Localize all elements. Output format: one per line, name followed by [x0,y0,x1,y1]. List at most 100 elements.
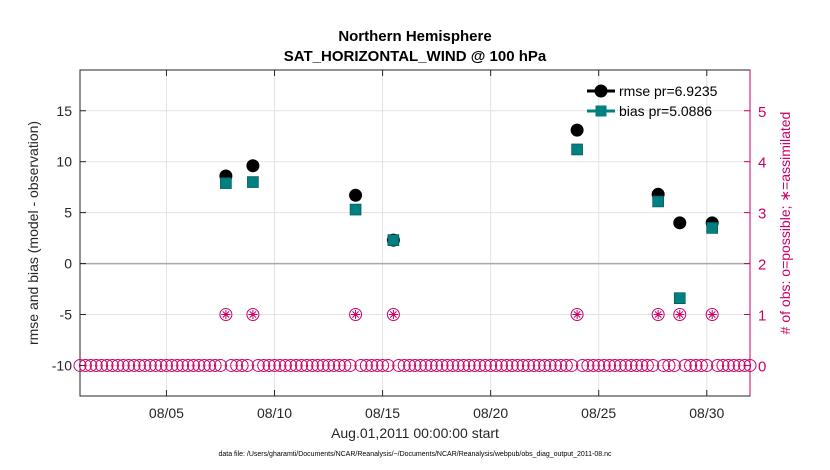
possible-obs-marker [689,358,703,372]
data-file-footnote: data file: /Users/gharamti/Documents/NCA… [218,451,612,458]
possible-obs-marker [494,358,508,372]
possible-obs-marker [278,358,292,372]
possible-obs-marker [721,358,735,372]
possible-obs-marker [154,358,168,372]
possible-obs-marker [359,358,373,372]
possible-obs-marker [738,358,752,372]
chart-title: Northern Hemisphere [338,28,492,45]
possible-obs-marker [132,358,146,372]
right-y-tick-label: 0 [758,358,766,375]
possible-obs-marker [576,358,589,372]
possible-obs-marker [365,358,379,372]
x-tick-label: 08/05 [149,405,184,421]
possible-obs-marker [343,358,357,372]
possible-obs-marker [505,358,519,372]
legend-rmse-marker [594,84,608,98]
rmse-point [570,123,584,137]
assimilated-obs-marker [653,310,663,319]
possible-obs-marker [127,358,141,372]
possible-obs-marker [284,358,298,372]
y-tick-label: 15 [56,103,72,119]
possible-obs-marker [392,358,406,372]
possible-obs-marker [381,358,395,372]
possible-obs-marker [397,358,411,372]
assimilated-obs-marker [248,310,258,319]
possible-obs-marker [203,358,217,372]
possible-obs-marker [630,358,644,372]
possible-obs-marker [316,358,330,372]
possible-obs-marker [592,358,606,372]
possible-obs-marker [711,358,725,372]
possible-obs-marker [246,308,260,321]
bias-point [706,222,718,234]
rmse-point [673,216,687,230]
possible-obs-marker [273,358,287,372]
x-tick-label: 08/25 [581,405,616,421]
possible-obs-marker [716,358,730,372]
possible-obs-marker [213,358,227,372]
possible-obs-marker [338,358,352,372]
possible-obs-marker [311,358,325,372]
possible-obs-marker [424,358,438,372]
y-tick-label: -10 [52,357,72,373]
possible-obs-marker [413,358,427,372]
y-axis-label: rmse and bias (model - observation) [25,121,41,345]
possible-obs-marker [100,358,114,372]
assimilated-obs-marker [572,310,582,319]
x-axis-label: Aug.01,2011 00:00:00 start [331,425,499,441]
possible-obs-marker [105,358,119,372]
possible-obs-marker [327,358,341,372]
possible-obs-marker [224,358,238,372]
possible-obs-marker [149,358,163,372]
possible-obs-marker [565,358,579,372]
possible-obs-marker [613,358,627,372]
possible-obs-marker [651,308,665,321]
possible-obs-marker [446,358,460,372]
possible-obs-marker [241,358,254,372]
possible-obs-marker [462,358,476,372]
right-y-tick-label: 3 [758,206,766,223]
possible-obs-marker [705,308,719,321]
possible-obs-marker [181,358,195,372]
bias-point [571,143,583,156]
possible-obs-marker [673,308,687,321]
y-tick-label: 0 [64,256,72,272]
possible-obs-marker [295,358,309,372]
possible-obs-marker [608,358,622,372]
x-tick-label: 08/30 [689,405,724,421]
bias-point [673,292,686,305]
y-tick-label: 5 [64,205,72,221]
possible-obs-marker [419,358,433,372]
possible-obs-marker [732,358,746,372]
possible-obs-marker [586,358,600,372]
possible-obs-marker [289,358,303,372]
possible-obs-marker [430,358,444,372]
possible-obs-marker [143,358,157,372]
right-y-axis-label: # of obs: o=possible; ∗=assimilated [777,112,793,335]
possible-obs-marker [635,358,649,372]
possible-obs-marker [624,358,638,372]
rmse-point [349,188,363,202]
right-y-tick-label: 1 [758,308,766,325]
possible-obs-marker [597,358,611,372]
possible-obs-marker [694,358,708,372]
possible-obs-marker [89,358,103,372]
legend-rmse-label: rmse pr=6.9235 [619,83,718,99]
possible-obs-marker [376,358,390,372]
possible-obs-marker [538,358,552,372]
possible-obs-marker [657,358,671,372]
possible-obs-marker [500,358,514,372]
y-tick-label: 10 [56,154,72,170]
possible-obs-marker [457,358,471,372]
bias-point [247,176,259,188]
possible-obs-marker [678,358,692,372]
possible-obs-marker [646,358,660,372]
legend-bias-label: bias pr=5.0886 [619,103,712,119]
legend-bias-marker [595,105,607,117]
possible-obs-marker [511,358,525,372]
possible-obs-marker [559,358,573,372]
y-tick-label: -5 [60,307,73,323]
chart-subtitle: SAT_HORIZONTAL_WIND @ 100 hPa [283,48,547,65]
possible-obs-marker [111,358,125,372]
bias-point [652,195,664,208]
